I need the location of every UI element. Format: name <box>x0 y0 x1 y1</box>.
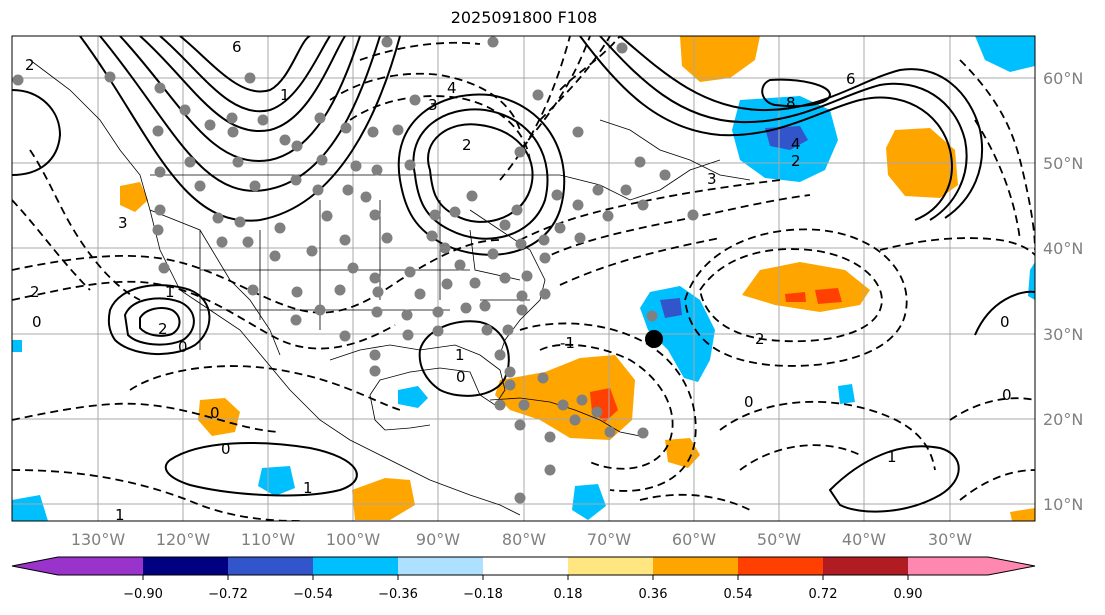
colorbar-segment <box>568 557 653 575</box>
lon-label: 80°W <box>502 530 546 549</box>
contour-label: 0 <box>221 440 231 458</box>
contour-label: 6 <box>846 70 856 88</box>
colorbar-segment <box>738 557 823 575</box>
colorbar-tick: −0.36 <box>378 587 418 602</box>
colorbar-segment <box>653 557 738 575</box>
colorbar: −0.90 −0.72 −0.54 −0.36 −0.18 0.18 0.36 … <box>11 556 1036 602</box>
lat-label: 20°N <box>1043 410 1083 429</box>
lon-label: 130°W <box>71 530 126 549</box>
dark-blue-core-bermuda <box>660 298 682 318</box>
contour-label: 0 <box>210 404 220 422</box>
colorbar-segment <box>823 557 908 575</box>
colorbar-tick: 0.90 <box>894 587 923 602</box>
dark-blue-core-labrador-sea <box>765 126 808 150</box>
colorbar-segment <box>143 557 228 575</box>
lon-label: 30°W <box>928 530 972 549</box>
contour-label: 2 <box>30 283 40 301</box>
contour-label: 1 <box>887 448 897 466</box>
colorbar-tick: −0.18 <box>463 587 503 602</box>
colorbar-segment <box>228 557 313 575</box>
contour-label: 0 <box>32 313 42 331</box>
colorbar-tick: 0.36 <box>639 587 668 602</box>
contour-labels: 6 2 4 3 1 2 3 6 8 4 2 3 2 0 1 0 2 0 -1 1… <box>25 38 1012 524</box>
lat-label: 30°N <box>1043 325 1083 344</box>
lon-label: 90°W <box>416 530 460 549</box>
lon-label: 100°W <box>326 530 381 549</box>
map-border <box>11 35 1036 522</box>
colorbar-low-extend <box>12 557 58 575</box>
colorbar-tick: 0.18 <box>554 587 583 602</box>
colorbar-segment <box>908 557 988 575</box>
contour-label: 2 <box>791 152 801 170</box>
contour-label: 0 <box>1000 313 1010 331</box>
contour-label: 2 <box>755 330 765 348</box>
contour-label: 0 <box>178 338 188 356</box>
colorbar-tick: 0.54 <box>724 587 753 602</box>
colorbar-tick: −0.90 <box>123 587 163 602</box>
colorbar-segment <box>313 557 398 575</box>
contour-label: 1 <box>280 86 290 104</box>
contour-label: -1 <box>560 334 575 352</box>
storm-center-marker <box>645 330 663 348</box>
lon-label: 50°W <box>757 530 801 549</box>
contour-label: 3 <box>428 96 438 114</box>
contour-label: 2 <box>158 320 168 338</box>
lat-label: 50°N <box>1043 154 1083 173</box>
colorbar-high-extend <box>988 557 1035 575</box>
contour-label: 0 <box>744 393 754 411</box>
colorbar-segment <box>398 557 483 575</box>
orange-region-pacific-west <box>198 398 240 436</box>
map-title: 2025091800 F108 <box>450 8 598 27</box>
contour-label: 4 <box>791 135 801 153</box>
colorbar-segment <box>483 557 568 575</box>
lon-label: 70°W <box>587 530 631 549</box>
contour-label: 2 <box>462 136 472 154</box>
blue-region-north-atlantic-top <box>975 36 1035 72</box>
lat-label: 10°N <box>1043 495 1083 514</box>
graticule <box>12 36 1035 521</box>
red-core-mid-atlantic <box>785 288 842 304</box>
map-content: 6 2 4 3 1 2 3 6 8 4 2 3 2 0 1 0 2 0 -1 1… <box>12 36 1035 524</box>
lat-label: 60°N <box>1043 69 1083 88</box>
orange-region-baja <box>120 182 148 212</box>
contour-lines <box>12 36 1035 521</box>
contour-label: 1 <box>115 506 125 524</box>
lon-label: 60°W <box>672 530 716 549</box>
contour-label: 1 <box>455 346 465 364</box>
contour-label: 1 <box>303 479 313 497</box>
orange-region-bottom-right <box>1010 508 1035 521</box>
contour-label: 6 <box>232 38 242 56</box>
colorbar-segment <box>58 557 143 575</box>
contour-label: 1 <box>165 283 175 301</box>
contour-label: 0 <box>1002 386 1012 404</box>
colorbar-tick: 0.72 <box>809 587 838 602</box>
orange-region-central-america <box>352 478 415 520</box>
orange-region-north-atlantic-top <box>680 36 760 82</box>
contour-label: 3 <box>118 214 128 232</box>
blue-region-east-pacific <box>258 466 295 496</box>
lon-label: 120°W <box>156 530 211 549</box>
colorbar-outline <box>11 556 1036 576</box>
colorbar-tick: −0.72 <box>208 587 248 602</box>
blue-region-south-caribbean <box>572 484 606 520</box>
lon-label: 110°W <box>241 530 296 549</box>
blue-region-west-edge <box>12 340 48 521</box>
dashed-contours <box>12 36 1035 521</box>
contour-label: 8 <box>786 94 796 112</box>
lon-label: 40°W <box>842 530 886 549</box>
solid-contours <box>12 36 1035 513</box>
contour-label: 2 <box>25 56 35 74</box>
colorbar-tick: −0.54 <box>293 587 333 602</box>
longitude-labels: 130°W 120°W 110°W 100°W 90°W 80°W 70°W 6… <box>71 530 972 549</box>
contour-label: 4 <box>447 79 457 97</box>
station-markers <box>12 36 699 504</box>
contour-label: 3 <box>707 170 717 188</box>
lat-label: 40°N <box>1043 239 1083 258</box>
blue-region-gulf <box>398 386 428 408</box>
contour-label: 0 <box>456 368 466 386</box>
orange-region-small-atlantic <box>665 438 700 468</box>
latitude-labels: 60°N 50°N 40°N 30°N 20°N 10°N <box>1043 69 1083 514</box>
